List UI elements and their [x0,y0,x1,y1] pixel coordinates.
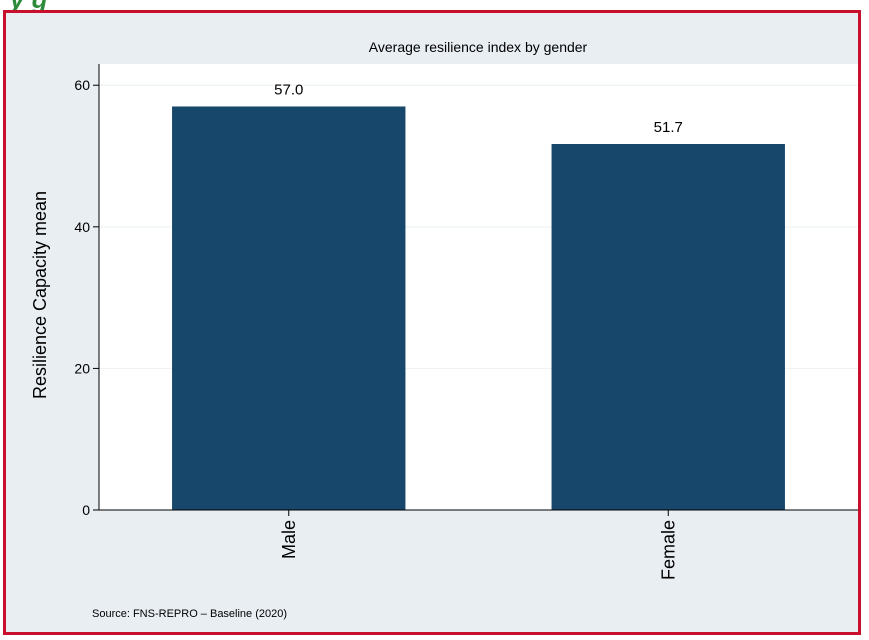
y-tick-label-0: 0 [82,502,90,518]
chart-background: Average resilience index by gender Resil… [6,13,858,632]
y-tick-label-20: 20 [74,360,90,376]
chart-frame: Average resilience index by gender Resil… [3,10,861,635]
source-note: Source: FNS-REPRO – Baseline (2020) [92,608,287,620]
value-label-female: 51.7 [654,119,683,136]
value-label-male: 57.0 [274,81,303,98]
page-heading-text: y g [10,0,48,10]
bar-chart: Average resilience index by gender Resil… [30,39,858,620]
bar-female [551,143,785,510]
bars [172,106,785,510]
x-tick-label-female: Female [658,520,678,580]
bar-male [172,106,406,510]
y-axis-label: Resilience Capacity mean [30,191,50,399]
x-tick-label-male: Male [279,520,299,559]
chart-title: Average resilience index by gender [369,39,588,55]
y-tick-label-40: 40 [74,219,90,235]
axes [93,64,858,516]
chart-text: Average resilience index by gender Resil… [30,39,683,620]
y-tick-label-60: 60 [74,77,90,93]
page-heading-fragment: y g [0,0,200,10]
